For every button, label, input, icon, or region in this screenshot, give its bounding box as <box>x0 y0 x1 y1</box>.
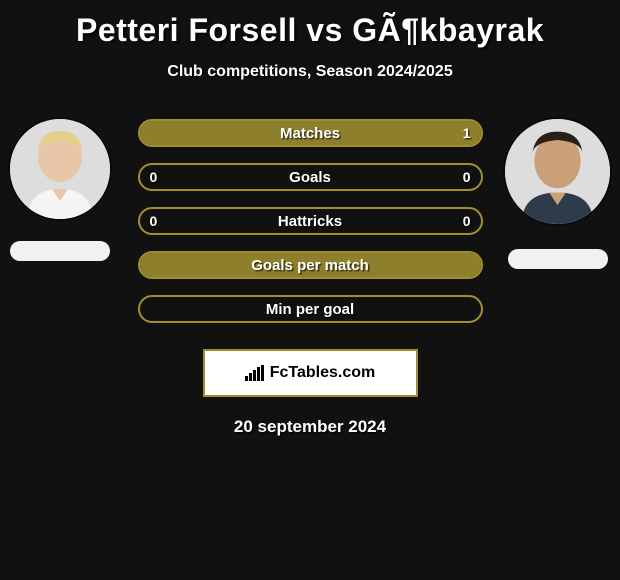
flag-pill-right <box>508 249 608 269</box>
stat-label: Matches <box>280 125 340 142</box>
bar-chart-icon <box>245 365 264 381</box>
stat-label: Hattricks <box>278 213 342 230</box>
avatar-right <box>505 119 610 224</box>
stat-value-right: 0 <box>463 169 471 185</box>
person-icon <box>505 119 610 224</box>
stat-bar: Matches 1 <box>138 119 483 147</box>
comparison-root: Petteri Forsell vs GÃ¶kbayrak Club compe… <box>0 0 620 580</box>
player-right <box>505 119 610 269</box>
stat-value-left: 0 <box>150 213 158 229</box>
stat-bar: Min per goal <box>138 295 483 323</box>
date-text: 20 september 2024 <box>234 417 386 437</box>
stat-bar: 0 Goals 0 <box>138 163 483 191</box>
watermark: FcTables.com <box>203 349 418 397</box>
stat-label: Goals per match <box>251 257 369 274</box>
stat-bar: 0 Hattricks 0 <box>138 207 483 235</box>
compare-area: Matches 1 0 Goals 0 0 Hattricks 0 Goals per matc… <box>0 119 620 323</box>
page-subtitle: Club competitions, Season 2024/2025 <box>167 63 452 81</box>
stat-value-right: 0 <box>463 213 471 229</box>
watermark-text: FcTables.com <box>270 364 376 382</box>
stat-bar: Goals per match <box>138 251 483 279</box>
player-left <box>10 119 110 261</box>
person-icon <box>10 119 110 219</box>
avatar-left <box>10 119 110 219</box>
stats-column: Matches 1 0 Goals 0 0 Hattricks 0 Goals per matc… <box>138 119 483 323</box>
stat-label: Goals <box>289 169 331 186</box>
stat-value-right: 1 <box>463 125 471 141</box>
stat-value-left: 0 <box>150 169 158 185</box>
flag-pill-left <box>10 241 110 261</box>
stat-label: Min per goal <box>266 301 354 318</box>
page-title: Petteri Forsell vs GÃ¶kbayrak <box>76 12 544 49</box>
